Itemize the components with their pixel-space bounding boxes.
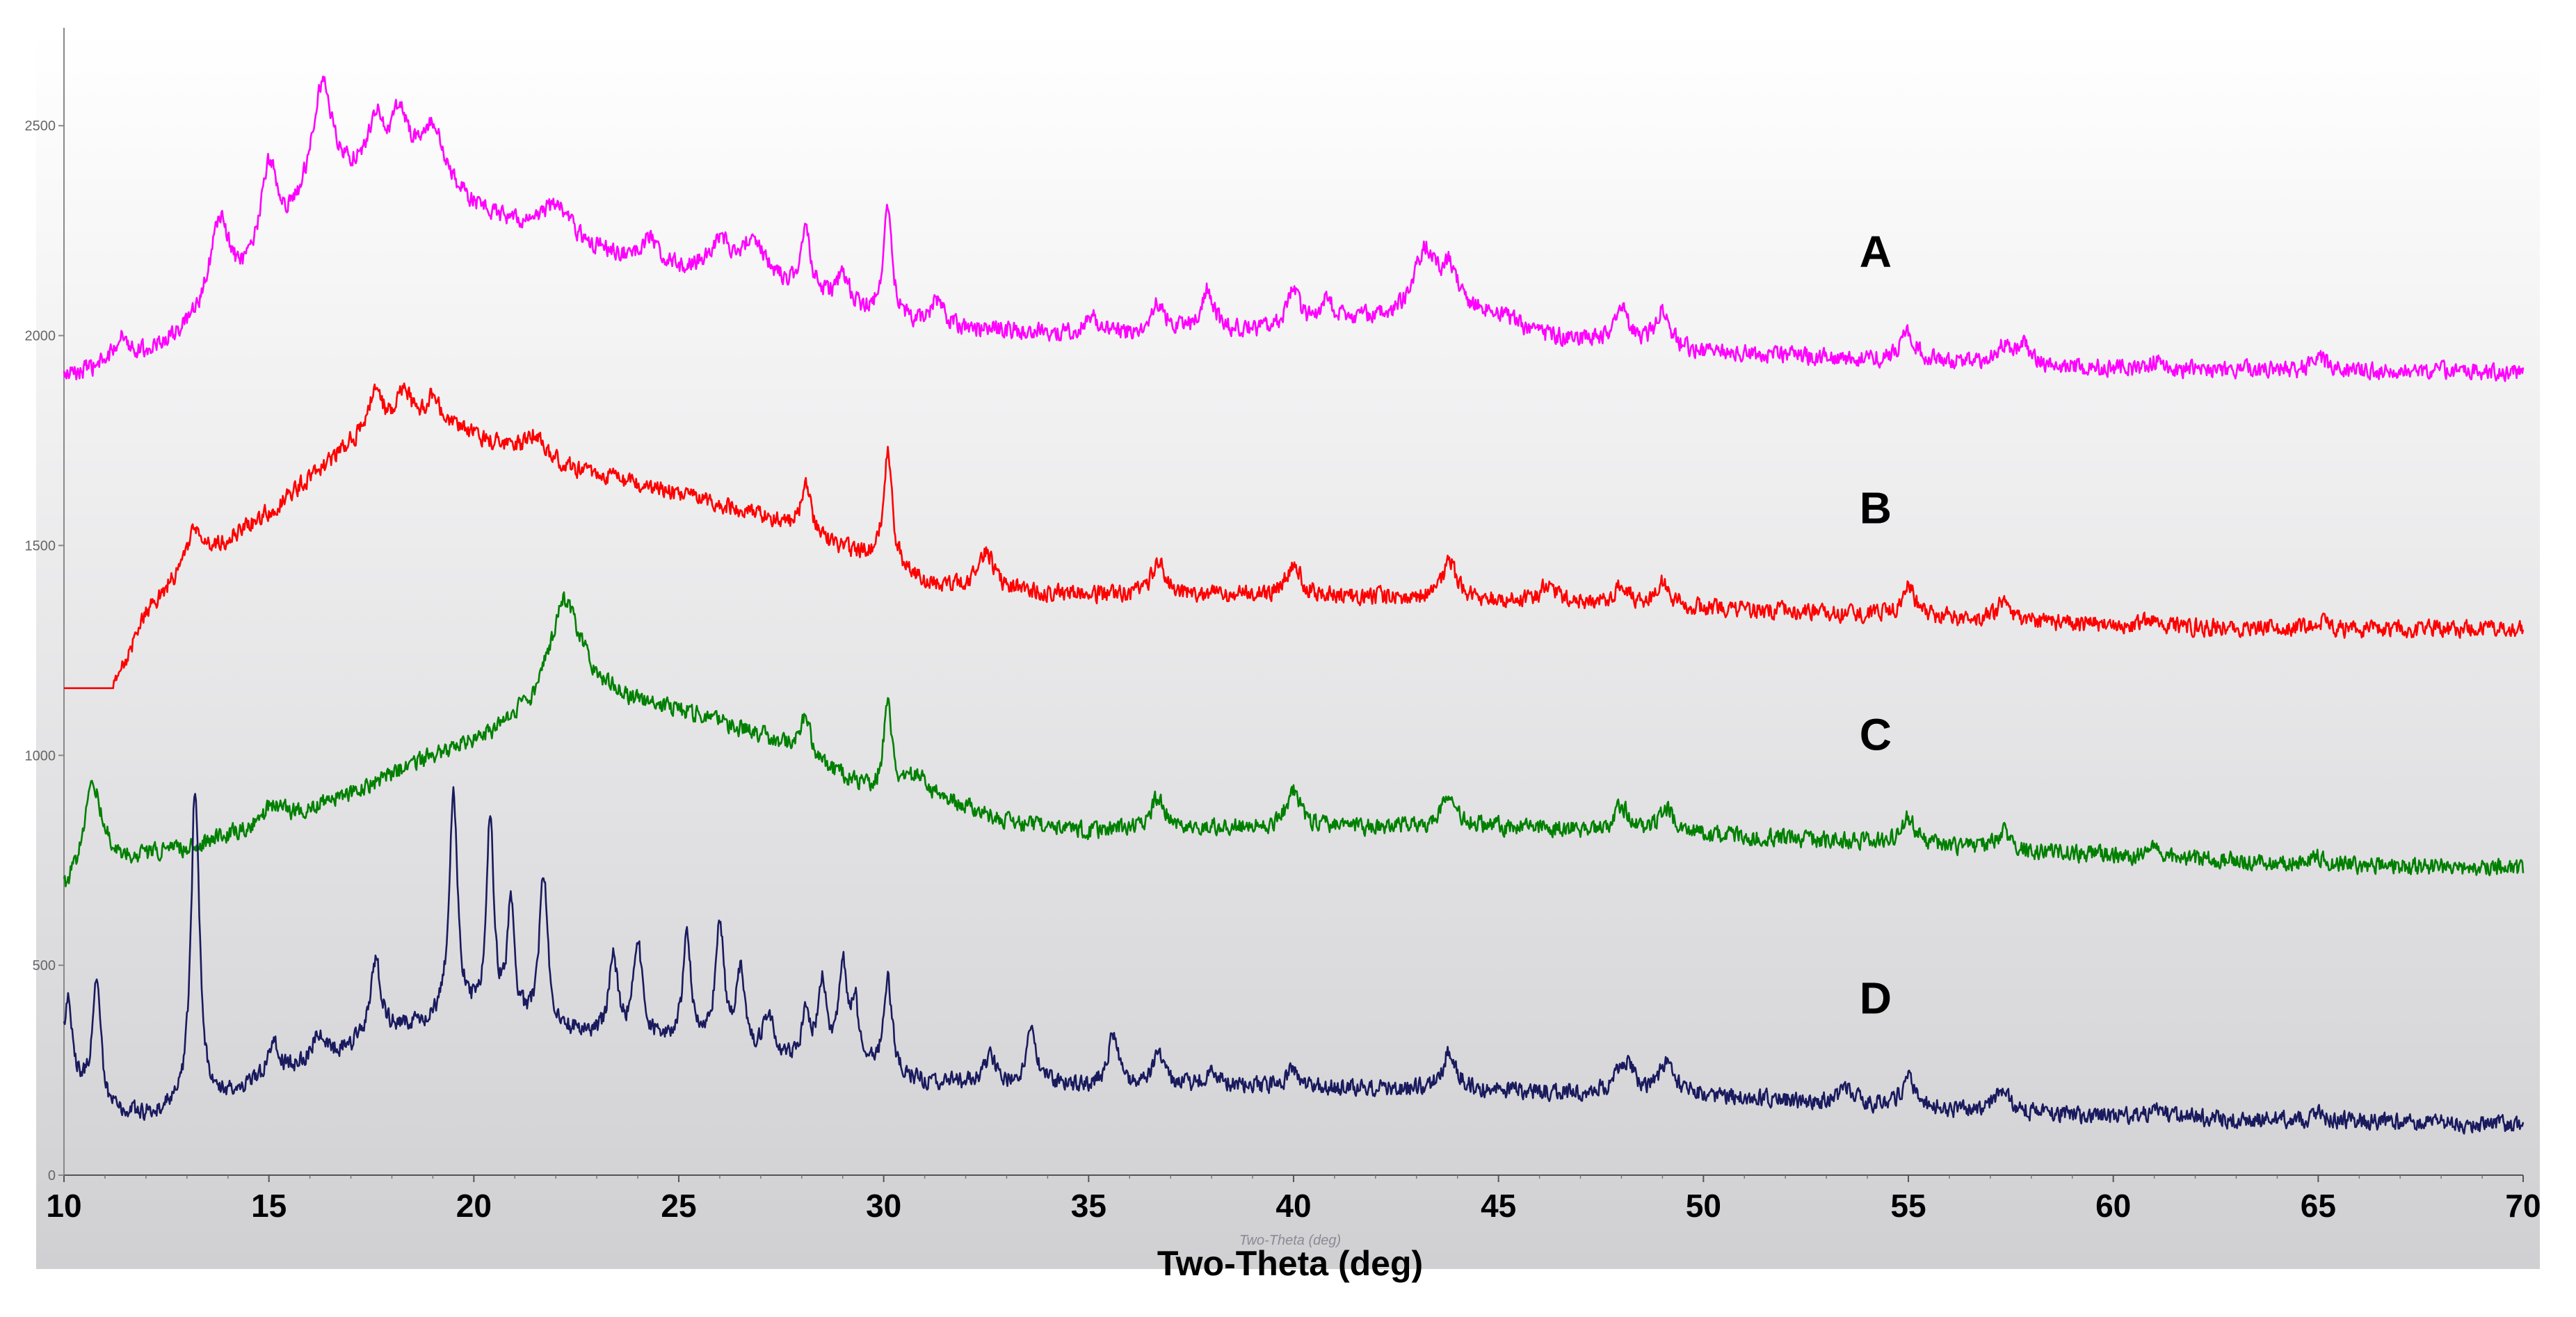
x-tick-label: 20	[456, 1188, 492, 1224]
plot-background	[36, 31, 2540, 1269]
series-label-b: B	[1860, 483, 1892, 533]
axes-group	[58, 28, 2524, 1182]
x-tick-label: 30	[866, 1188, 901, 1224]
series-label-a: A	[1860, 227, 1892, 277]
y-tick-label: 500	[33, 958, 56, 973]
y-tick-label: 2000	[25, 329, 56, 344]
y-tick-label: 1500	[25, 538, 56, 554]
x-tick-label: 35	[1071, 1188, 1106, 1224]
x-tick-label: 55	[1890, 1188, 1926, 1224]
series-line-c	[63, 591, 2525, 888]
x-tick-label: 50	[1686, 1188, 1721, 1224]
x-tick-label: 70	[2505, 1188, 2541, 1224]
y-tick-label: 0	[48, 1168, 56, 1183]
y-tick-label: 1000	[25, 748, 56, 763]
series-line-a	[63, 75, 2525, 382]
series-label-d: D	[1860, 973, 1892, 1024]
x-axis-label: Two-Theta (deg)	[1157, 1244, 1423, 1283]
x-tick-label: 40	[1275, 1188, 1311, 1224]
series-line-d	[63, 786, 2525, 1135]
x-tick-label: 45	[1481, 1188, 1516, 1224]
series-line-b	[63, 382, 2525, 689]
y-tick-label: 2500	[25, 119, 56, 134]
x-tick-label: 10	[46, 1188, 81, 1224]
series-label-layer: A B C D	[1860, 227, 1892, 1024]
tick-label-layer: 10 15 20 25 30 35 40 45 50 55 60 65 70 0 500 1000 1500 20…	[25, 119, 2541, 1224]
x-tick-label: 25	[661, 1188, 696, 1224]
x-tick-label: 65	[2301, 1188, 2336, 1224]
x-tick-label: 15	[251, 1188, 287, 1224]
x-tick-label: 60	[2095, 1188, 2131, 1224]
x-axis-ghost-label: Two-Theta (deg)	[1239, 1233, 1341, 1248]
series-label-c: C	[1860, 709, 1892, 759]
series-layer	[63, 75, 2525, 1135]
